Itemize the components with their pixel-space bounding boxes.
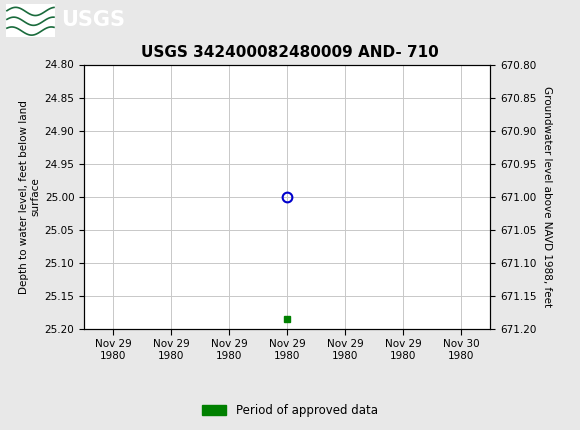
Bar: [6, 4, 55, 37]
Y-axis label: Depth to water level, feet below land
surface: Depth to water level, feet below land su…: [19, 100, 41, 294]
Legend: Period of approved data: Period of approved data: [198, 399, 382, 422]
Y-axis label: Groundwater level above NAVD 1988, feet: Groundwater level above NAVD 1988, feet: [542, 86, 552, 307]
Text: USGS: USGS: [61, 10, 125, 31]
Text: USGS 342400082480009 AND- 710: USGS 342400082480009 AND- 710: [141, 45, 439, 60]
